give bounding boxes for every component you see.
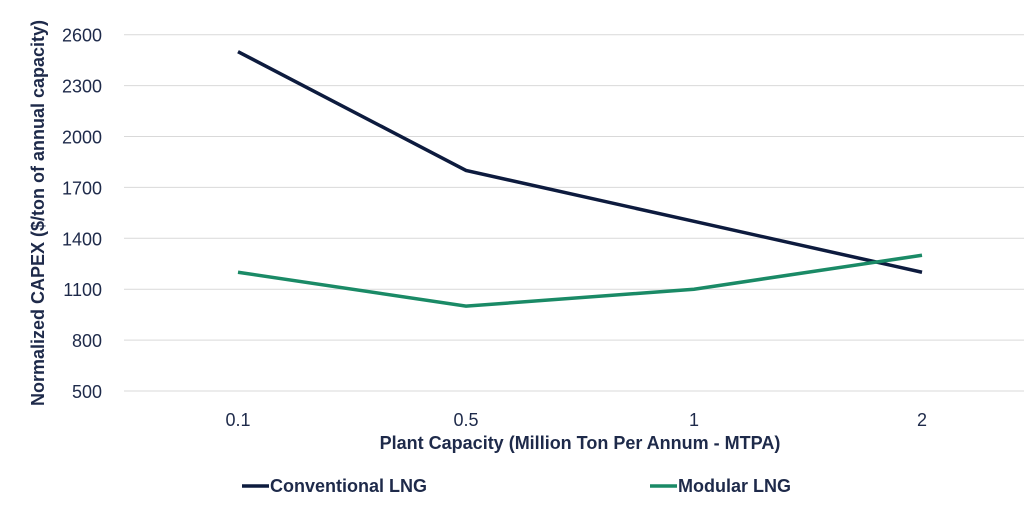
y-tick-label: 2300 [62, 77, 102, 97]
y-axis-label: Normalized CAPEX ($/ton of annual capaci… [28, 20, 48, 406]
y-tick-label: 2000 [62, 128, 102, 148]
y-tick-label: 2600 [62, 26, 102, 46]
x-tick-label: 2 [917, 410, 927, 430]
y-tick-label: 1400 [62, 229, 102, 249]
y-tick-label: 1100 [63, 280, 102, 300]
x-axis-label: Plant Capacity (Million Ton Per Annum - … [380, 433, 781, 453]
legend-label: Modular LNG [678, 476, 791, 496]
series-line-0 [237, 50, 923, 274]
x-tick-label: 0.5 [453, 410, 478, 430]
y-tick-label: 800 [72, 331, 102, 351]
y-tick-label: 500 [72, 382, 102, 402]
y-tick-label: 1700 [62, 178, 102, 198]
legend-label: Conventional LNG [270, 476, 427, 496]
x-tick-label: 0.1 [225, 410, 250, 430]
series-line-1 [237, 253, 923, 308]
x-tick-label: 1 [689, 410, 699, 430]
